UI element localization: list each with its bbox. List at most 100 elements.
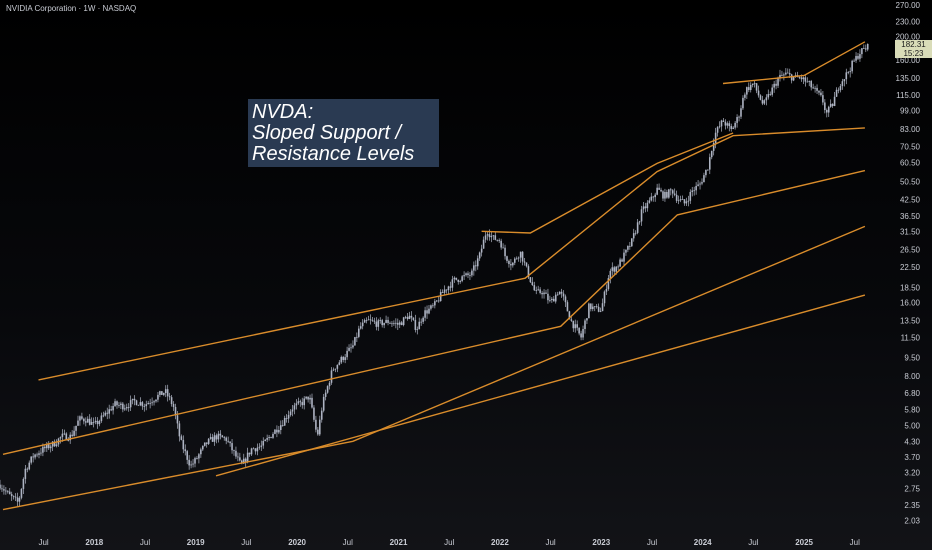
candle-body [863,48,865,49]
candle-body [822,95,824,103]
candle-body [124,408,126,410]
candle-body [77,420,79,426]
candle-body [599,311,602,312]
candle-body [102,415,105,417]
candle-body [133,398,136,401]
candle-body [79,416,81,421]
candle-body [742,97,744,109]
candle-body [613,267,616,272]
candle-body [184,449,187,452]
candle-body [385,319,387,323]
candle-body [131,398,134,401]
candle-body [664,191,666,199]
candle-body [734,122,736,128]
candle-body [831,103,834,106]
candle-body [474,265,477,267]
candle-body [484,235,487,240]
candle-body [681,199,684,201]
candle-body [46,444,48,449]
y-tick-label: 135.00 [896,74,921,83]
candle-body [736,117,738,123]
candle-body [307,396,309,400]
candle-body [800,77,803,80]
candle-body [266,438,268,440]
candle-body [141,402,144,407]
candle-body [408,315,411,320]
candle-body [697,184,699,186]
candle-body [326,386,329,393]
annotation-box: NVDA: Sloped Support / Resistance Levels [248,99,439,167]
candle-body [223,437,226,439]
candle-body [250,448,253,455]
candle-body [24,468,27,479]
candle-body [410,315,413,318]
trendline-6 [722,41,866,85]
candle-body [98,421,101,425]
candle-body [203,442,206,446]
y-tick-label: 31.50 [900,227,921,236]
candle-body [231,443,233,451]
candle-body [508,260,510,265]
candle-body [135,400,138,406]
candle-body [330,370,333,383]
candle-body [225,437,227,441]
candle-body [90,422,93,425]
candle-body [531,282,534,286]
candle-body [601,303,604,312]
candle-body [168,396,171,398]
candle-body [576,324,578,328]
candle-body [712,143,715,151]
candle-body [584,320,586,330]
candle-body [455,277,458,280]
candle-body [426,310,428,314]
candle-body [763,100,766,104]
candle-body [621,259,623,262]
candle-body [40,452,42,454]
candle-body [568,311,571,320]
x-tick-label: Jul [140,538,150,547]
y-tick-label: 8.00 [904,372,920,381]
candle-body [299,401,302,403]
candle-body [260,445,263,447]
candle-body [691,190,694,192]
candle-body [172,404,175,407]
candle-body [414,319,417,330]
candle-body [322,396,325,411]
candle-body [648,200,651,203]
candle-body [51,441,54,447]
candle-body [476,258,479,267]
candle-body [515,258,518,260]
candle-body [139,402,142,406]
candle-body [597,306,600,312]
candle-body [283,417,286,426]
candle-body [630,238,633,247]
y-tick-label: 3.70 [904,453,920,462]
candle-body [320,410,323,420]
candle-body [558,291,561,295]
x-tick-label: 2018 [85,538,103,547]
candle-body [161,391,163,395]
candle-body [623,252,625,262]
candle-body [157,394,159,400]
candle-body [560,291,563,294]
candle-body [866,44,869,50]
candle-body [373,320,376,322]
candle-body [198,454,200,459]
candle-body [627,245,629,250]
candle-body [108,409,110,414]
candle-body [640,209,643,222]
y-tick-label: 26.50 [900,246,921,255]
candle-body [153,401,155,403]
candle-body [367,319,370,321]
candle-body [280,425,282,430]
candle-body [42,446,44,453]
candle-body [629,245,631,247]
candle-body [254,448,257,452]
candle-body [463,275,465,277]
y-tick-label: 2.75 [904,484,920,493]
candle-body [354,337,356,346]
candle-body [163,392,165,395]
candle-body [652,196,655,198]
candle-body [22,478,25,489]
